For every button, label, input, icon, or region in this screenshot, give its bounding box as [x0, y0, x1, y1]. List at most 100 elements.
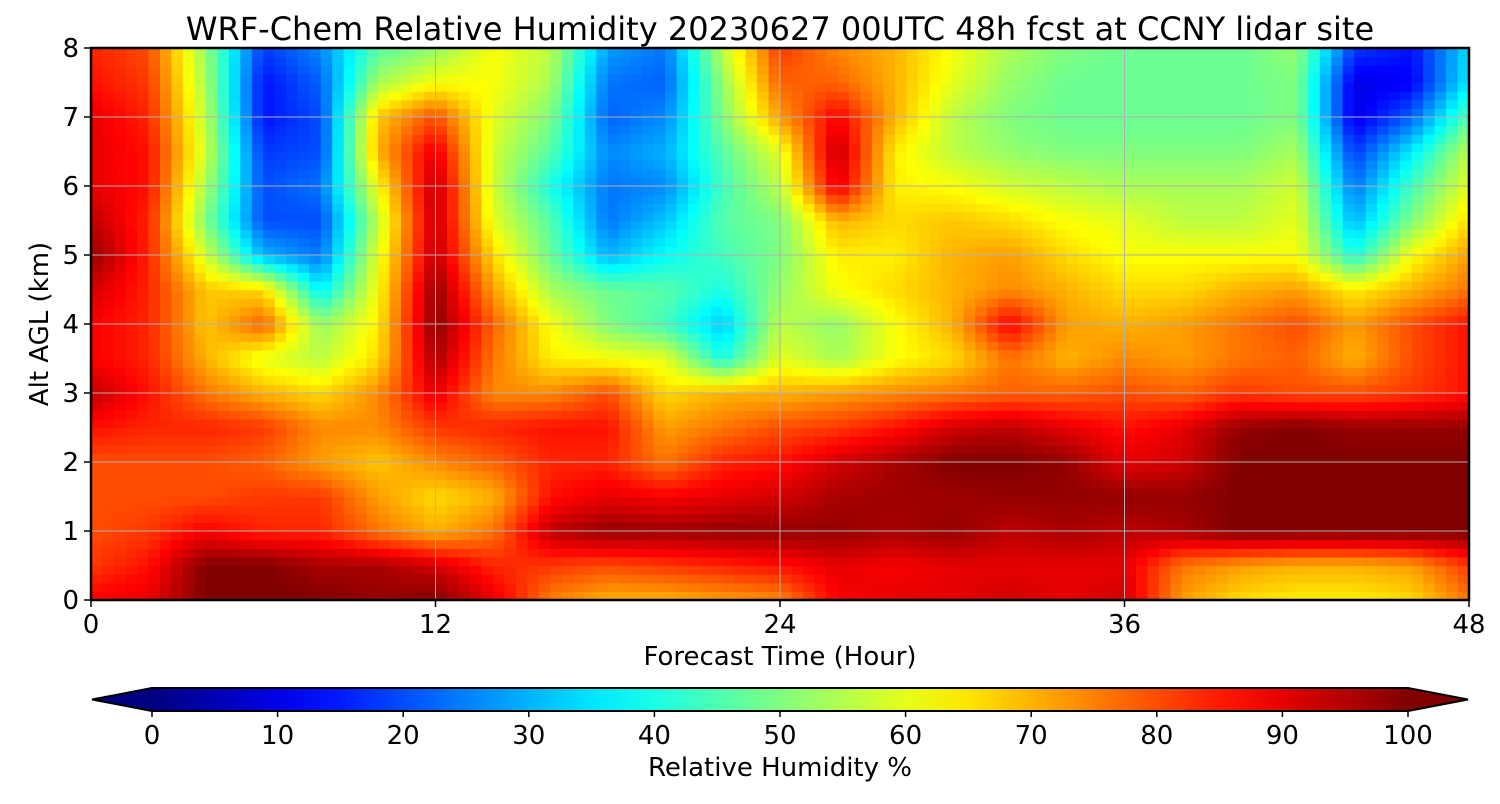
heatmap-cell	[1102, 384, 1114, 393]
heatmap-cell	[1435, 445, 1447, 454]
heatmap-cell	[1136, 246, 1148, 255]
heatmap-cell	[1354, 255, 1366, 264]
heatmap-cell	[1079, 307, 1091, 316]
heatmap-cell	[550, 548, 562, 557]
heatmap-cell	[1423, 298, 1435, 307]
heatmap-cell	[780, 540, 792, 549]
heatmap-cell	[941, 333, 953, 342]
heatmap-cell	[906, 402, 918, 411]
heatmap-cell	[332, 566, 344, 575]
heatmap-cell	[929, 290, 941, 299]
heatmap-cell	[1274, 290, 1286, 299]
heatmap-cell	[102, 462, 114, 471]
heatmap-cell	[252, 333, 264, 342]
heatmap-cell	[1354, 324, 1366, 333]
heatmap-cell	[1412, 514, 1424, 523]
heatmap-cell	[367, 531, 379, 540]
heatmap-cell	[596, 393, 608, 402]
heatmap-cell	[1021, 410, 1033, 419]
heatmap-cell	[1435, 566, 1447, 575]
heatmap-cell	[952, 583, 964, 592]
heatmap-cell	[1159, 359, 1171, 368]
heatmap-cell	[1147, 557, 1159, 566]
heatmap-cell	[1159, 445, 1171, 454]
heatmap-cell	[332, 298, 344, 307]
heatmap-cell	[780, 514, 792, 523]
heatmap-cell	[757, 384, 769, 393]
heatmap-cell	[516, 307, 528, 316]
heatmap-cell	[1170, 540, 1182, 549]
heatmap-cell	[631, 376, 643, 385]
heatmap-cell	[1331, 453, 1343, 462]
heatmap-cell	[1366, 497, 1378, 506]
heatmap-cell	[539, 462, 551, 471]
heatmap-cell	[619, 471, 631, 480]
heatmap-cell	[1274, 479, 1286, 488]
heatmap-cell	[321, 419, 333, 428]
heatmap-cell	[332, 367, 344, 376]
heatmap-cell	[447, 436, 459, 445]
heatmap-cell	[654, 531, 666, 540]
heatmap-cell	[665, 255, 677, 264]
heatmap-cell	[757, 453, 769, 462]
heatmap-cell	[148, 281, 160, 290]
heatmap-cell	[263, 324, 275, 333]
heatmap-cell	[240, 583, 252, 592]
heatmap-cell	[1285, 583, 1297, 592]
heatmap-cell	[964, 264, 976, 273]
heatmap-cell	[114, 272, 126, 281]
heatmap-cell	[424, 341, 436, 350]
heatmap-cell	[1354, 505, 1366, 514]
heatmap-cell	[1079, 453, 1091, 462]
heatmap-cell	[769, 324, 781, 333]
heatmap-cell	[723, 583, 735, 592]
heatmap-cell	[206, 324, 218, 333]
heatmap-cell	[929, 428, 941, 437]
heatmap-cell	[137, 488, 149, 497]
heatmap-cell	[171, 574, 183, 583]
heatmap-cell	[1285, 315, 1297, 324]
heatmap-cell	[367, 574, 379, 583]
heatmap-cell	[470, 436, 482, 445]
heatmap-cell	[1331, 384, 1343, 393]
heatmap-cell	[148, 419, 160, 428]
heatmap-cell	[906, 566, 918, 575]
heatmap-cell	[814, 548, 826, 557]
heatmap-cell	[1251, 471, 1263, 480]
heatmap-cell	[229, 531, 241, 540]
heatmap-cell	[217, 505, 229, 514]
heatmap-cell	[447, 324, 459, 333]
heatmap-cell	[275, 264, 287, 273]
heatmap-cell	[619, 445, 631, 454]
heatmap-cell	[401, 514, 413, 523]
heatmap-cell	[504, 410, 516, 419]
heatmap-cell	[769, 514, 781, 523]
heatmap-cell	[493, 566, 505, 575]
heatmap-cell	[1343, 428, 1355, 437]
heatmap-cell	[1446, 548, 1458, 557]
heatmap-cell	[1147, 333, 1159, 342]
heatmap-cell	[746, 367, 758, 376]
heatmap-cell	[677, 583, 689, 592]
heatmap-cell	[470, 367, 482, 376]
heatmap-cell	[895, 246, 907, 255]
heatmap-cell	[309, 557, 321, 566]
heatmap-cell	[229, 359, 241, 368]
heatmap-cell	[527, 255, 539, 264]
heatmap-cell	[229, 557, 241, 566]
heatmap-cell	[883, 384, 895, 393]
heatmap-cell	[91, 497, 103, 506]
heatmap-cell	[1159, 566, 1171, 575]
heatmap-cell	[275, 281, 287, 290]
heatmap-cell	[1170, 350, 1182, 359]
heatmap-cell	[1182, 453, 1194, 462]
heatmap-cell	[1228, 505, 1240, 514]
heatmap-cell	[1320, 574, 1332, 583]
heatmap-cell	[849, 255, 861, 264]
heatmap-cell	[860, 367, 872, 376]
heatmap-cell	[654, 307, 666, 316]
heatmap-cell	[1193, 393, 1205, 402]
heatmap-cell	[355, 548, 367, 557]
heatmap-cell	[355, 566, 367, 575]
heatmap-cell	[321, 238, 333, 247]
